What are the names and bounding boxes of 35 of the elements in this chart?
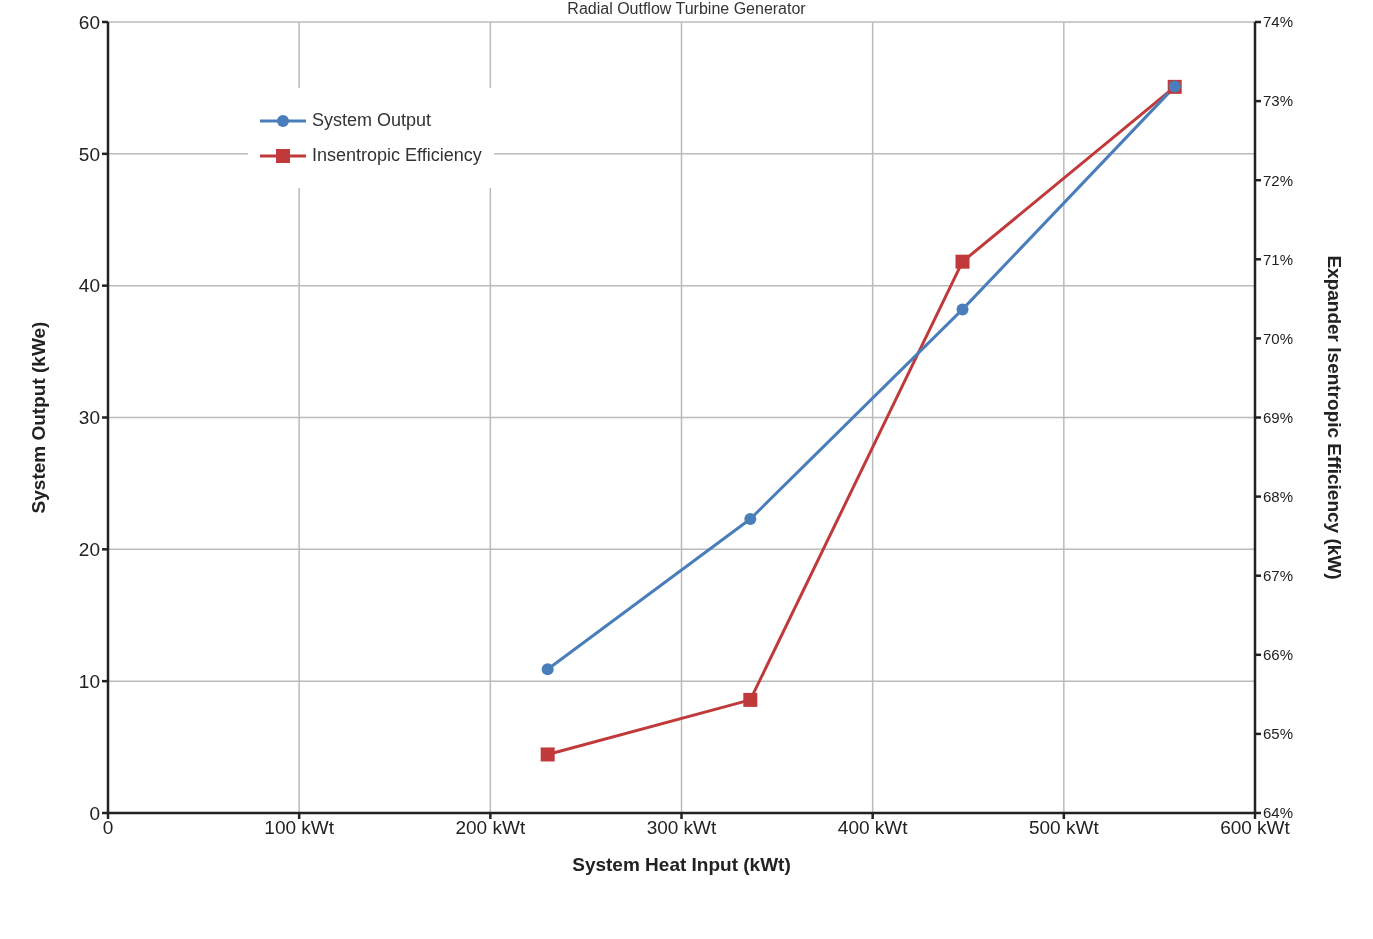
y-tick-label: 40 <box>78 275 100 297</box>
y-tick-label: 20 <box>78 539 100 561</box>
y2-tick-label: 69% <box>1263 408 1294 426</box>
x-axis-title: System Heat Input (kWt) <box>572 854 791 875</box>
y2-tick-label: 71% <box>1263 250 1294 268</box>
y2-tick-label: 66% <box>1263 646 1294 664</box>
y-tick-label: 30 <box>78 407 100 429</box>
x-tick-label: 500 kWt <box>1028 817 1100 839</box>
y2-tick-label: 72% <box>1263 171 1294 189</box>
point <box>540 747 555 762</box>
x-tick-label: 300 kWt <box>646 817 718 839</box>
y2-axis-title: Expander Isentropic Efficiency (kW) <box>1324 255 1346 580</box>
y-tick-label: 60 <box>78 11 100 33</box>
x-tick-label: 400 kWt <box>837 817 909 839</box>
x-tick-label: 200 kWt <box>455 817 526 839</box>
point <box>956 303 969 316</box>
y2-tick-label: 68% <box>1263 487 1294 505</box>
y2-tick-label: 70% <box>1263 329 1294 347</box>
y2-tick-label: 67% <box>1263 567 1294 585</box>
legend-label: System Output <box>312 110 432 131</box>
y2-tick-label: 65% <box>1263 725 1294 743</box>
x-tick-label: 100 kWt <box>264 817 335 839</box>
x-tick-label: 0 <box>102 817 114 839</box>
y2-tick-label: 74% <box>1263 13 1294 31</box>
y-tick-label: 0 <box>89 802 100 824</box>
y2-tick-label: 73% <box>1263 92 1294 110</box>
point <box>744 513 757 526</box>
y-axis-title: System Output (kWe) <box>27 321 49 514</box>
legend-label: Insentropic Efficiency <box>312 145 482 166</box>
y-tick-label: 50 <box>78 143 100 165</box>
point <box>541 663 554 676</box>
point <box>743 692 758 707</box>
chart-title: Radial Outflow Turbine Generator <box>567 0 806 17</box>
y-tick-label: 10 <box>78 670 100 692</box>
point <box>955 254 970 269</box>
